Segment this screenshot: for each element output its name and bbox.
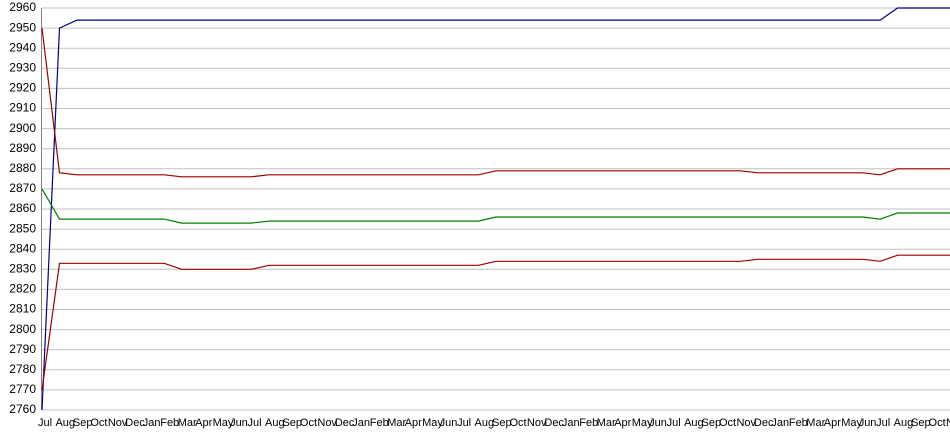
x-tick-label: Apr [405,417,422,429]
x-tick-label: Sep [702,417,722,429]
x-tick-label: May [422,417,443,429]
x-tick-label: Oct [300,417,317,429]
x-tick-label: Aug [265,417,285,429]
x-tick-label: Jun [230,417,248,429]
y-tick-label: 2870 [9,181,36,195]
x-tick-label: Sep [492,417,512,429]
x-tick-label: Oct [929,417,946,429]
y-tick-label: 2800 [9,322,36,336]
x-tick-label: Nov [108,417,128,429]
x-tick-label: Aug [894,417,914,429]
y-tick-label: 2890 [9,141,36,155]
x-tick-label: Aug [684,417,704,429]
x-tick-label: Sep [73,417,93,429]
x-tick-label: Feb [160,417,179,429]
x-tick-label: Nov [317,417,337,429]
y-tick-label: 2950 [9,20,36,34]
x-tick-label: Jan [771,417,789,429]
y-tick-label: 2930 [9,60,36,74]
y-tick-label: 2790 [9,342,36,356]
x-tick-label: Jul [457,417,471,429]
x-tick-label: Dec [544,417,564,429]
y-tick-label: 2910 [9,101,36,115]
x-tick-label: Apr [195,417,212,429]
x-tick-label: Jun [859,417,877,429]
y-tick-label: 2760 [9,402,36,416]
x-tick-label: Oct [90,417,107,429]
y-tick-label: 2850 [9,221,36,235]
x-tick-label: Sep [911,417,931,429]
x-tick-label: Mar [178,417,197,429]
y-tick-label: 2940 [9,40,36,54]
x-tick-label: Mar [806,417,825,429]
x-tick-label: May [632,417,653,429]
x-tick-label: Feb [789,417,808,429]
x-tick-label: Feb [370,417,389,429]
x-tick-label: Jan [143,417,161,429]
x-tick-label: May [213,417,234,429]
y-tick-label: 2840 [9,241,36,255]
x-tick-label: Aug [475,417,495,429]
x-tick-label: May [841,417,862,429]
x-tick-label: Mar [597,417,616,429]
y-tick-label: 2920 [9,81,36,95]
y-tick-label: 2960 [9,0,36,14]
x-tick-label: Dec [754,417,774,429]
series-line [41,7,950,411]
x-tick-label: Jun [440,417,458,429]
x-tick-label: Mar [387,417,406,429]
y-tick-label: 2900 [9,121,36,135]
y-tick-label: 2780 [9,362,36,376]
y-tick-label: 2810 [9,302,36,316]
series-line [41,188,950,224]
x-tick-label: Apr [614,417,631,429]
x-tick-label: Nov [736,417,756,429]
x-tick-label: Nov [527,417,547,429]
y-tick-label: 2770 [9,382,36,396]
x-tick-label: Apr [824,417,841,429]
x-tick-label: Jul [38,417,52,429]
x-tick-label: Oct [509,417,526,429]
x-tick-label: Dec [125,417,145,429]
series-line [41,28,950,178]
x-tick-label: Dec [335,417,355,429]
x-tick-label: Feb [579,417,598,429]
x-tick-label: Jan [562,417,580,429]
x-tick-label: Sep [282,417,302,429]
series-line [41,254,950,390]
x-tick-label: Aug [55,417,75,429]
x-tick-label: Jul [667,417,681,429]
x-tick-label: Jul [876,417,890,429]
x-tick-label: Jun [649,417,667,429]
y-tick-label: 2820 [9,282,36,296]
x-tick-label: Jul [248,417,262,429]
x-tick-label: Nov [946,417,950,429]
y-tick-label: 2860 [9,201,36,215]
x-tick-label: Oct [719,417,736,429]
x-tick-label: Jan [352,417,370,429]
y-tick-label: 2830 [9,261,36,275]
y-tick-label: 2880 [9,161,36,175]
